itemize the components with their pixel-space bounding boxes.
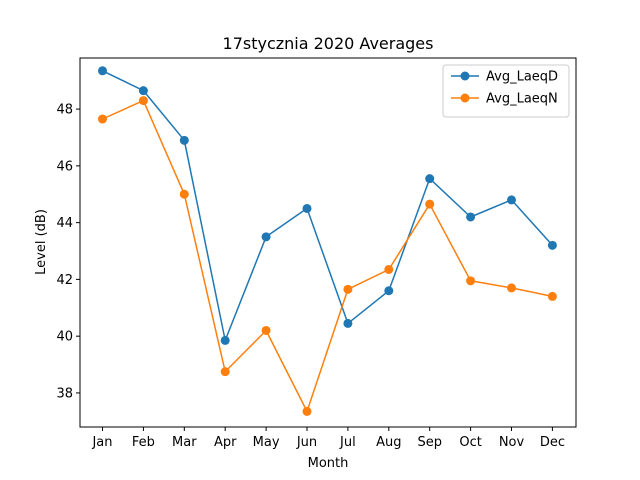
legend: Avg_LaeqD Avg_LaeqN bbox=[442, 64, 570, 118]
x-tick-label: Jan bbox=[91, 435, 112, 450]
y-axis-label: Level (dB) bbox=[34, 209, 49, 275]
y-tick-label: 38 bbox=[56, 386, 73, 401]
chart-title: 17stycznia 2020 Averages bbox=[223, 34, 434, 53]
data-point-Avg_LaeqN bbox=[179, 189, 189, 199]
x-tick-label: Feb bbox=[132, 435, 155, 450]
legend-label: Avg_LaeqN bbox=[486, 92, 558, 107]
x-tick-label: Jul bbox=[339, 435, 356, 450]
data-point-Avg_LaeqN bbox=[425, 199, 435, 209]
legend-box bbox=[442, 64, 570, 118]
x-tick-label: May bbox=[253, 435, 280, 450]
series-line-Avg_LaeqN bbox=[102, 99, 553, 413]
data-point-Avg_LaeqN bbox=[302, 406, 312, 416]
x-tick-label: Oct bbox=[459, 435, 481, 450]
data-point-Avg_LaeqD bbox=[384, 286, 394, 296]
data-point-Avg_LaeqD bbox=[343, 318, 353, 328]
y-tick-label: 42 bbox=[56, 273, 73, 288]
data-point-Avg_LaeqD bbox=[547, 240, 557, 250]
x-tick-label: Jun bbox=[296, 435, 317, 450]
x-tick-label: Dec bbox=[540, 435, 565, 450]
data-point-Avg_LaeqN bbox=[138, 96, 148, 106]
x-axis-label: Month bbox=[308, 456, 349, 471]
legend-marker-Avg_LaeqN bbox=[460, 93, 470, 103]
x-tick-label: Nov bbox=[499, 435, 525, 450]
data-point-Avg_LaeqD bbox=[466, 212, 476, 222]
data-point-Avg_LaeqD bbox=[507, 195, 516, 205]
data-point-Avg_LaeqD bbox=[302, 203, 312, 213]
x-tick-label: Aug bbox=[376, 435, 401, 450]
y-tick-label: 48 bbox=[56, 103, 73, 118]
data-point-Avg_LaeqN bbox=[466, 276, 476, 286]
data-point-Avg_LaeqD bbox=[425, 174, 435, 184]
legend-label: Avg_LaeqD bbox=[486, 70, 558, 85]
legend-marker-Avg_LaeqD bbox=[460, 71, 470, 81]
data-point-Avg_LaeqN bbox=[98, 114, 107, 124]
plot-area: Jan Feb Mar Apr May Jun Jul Aug Sep Oct Nov Dec 38 40… bbox=[56, 66, 565, 450]
data-point-Avg_LaeqN bbox=[220, 367, 230, 377]
series-line-Avg_LaeqD bbox=[102, 70, 553, 342]
data-point-Avg_LaeqD bbox=[179, 135, 189, 145]
data-point-Avg_LaeqN bbox=[343, 284, 353, 294]
data-point-Avg_LaeqD bbox=[138, 86, 148, 96]
data-point-Avg_LaeqN bbox=[547, 291, 557, 301]
data-point-Avg_LaeqN bbox=[507, 283, 516, 293]
x-tick-label: Sep bbox=[417, 435, 442, 450]
y-tick-label: 46 bbox=[56, 159, 73, 174]
y-tick-label: 44 bbox=[56, 216, 73, 231]
x-tick-label: Mar bbox=[172, 435, 197, 450]
data-point-Avg_LaeqN bbox=[261, 325, 271, 335]
data-point-Avg_LaeqD bbox=[98, 66, 107, 76]
data-point-Avg_LaeqD bbox=[220, 335, 230, 345]
data-point-Avg_LaeqN bbox=[384, 264, 394, 274]
axes-frame bbox=[79, 57, 577, 428]
data-point-Avg_LaeqD bbox=[261, 232, 271, 242]
y-tick-label: 40 bbox=[56, 330, 73, 345]
x-tick-label: Apr bbox=[214, 435, 237, 450]
